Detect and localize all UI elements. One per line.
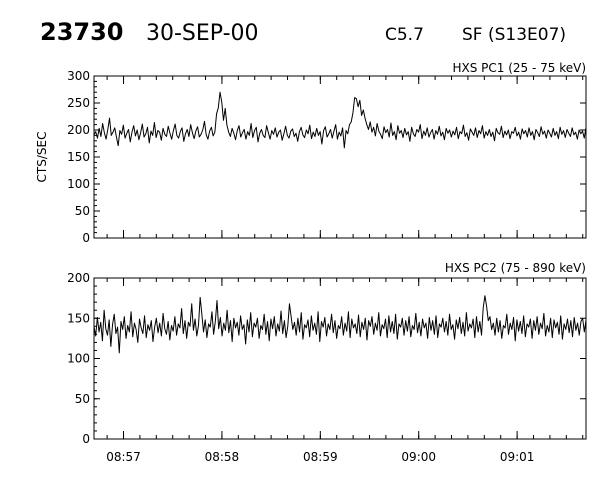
y-tick-label: 50	[75, 204, 90, 218]
panel-pc1-title: HXS PC1 (25 - 75 keV)	[452, 61, 586, 75]
panel-pc2-title: HXS PC2 (75 - 890 keV)	[445, 261, 586, 275]
panel-pc1-frame	[93, 75, 587, 239]
y-tick-label: 0	[82, 432, 90, 446]
y-tick-label: 50	[75, 392, 90, 406]
panel-pc2-y-ticks: 0 50 100 150 200	[67, 271, 586, 446]
flare-id: 23730	[40, 18, 124, 46]
panel-pc2: HXS PC2 (75 - 890 keV) 0 50 100 150 200	[67, 261, 587, 446]
y-tick-label: 150	[67, 150, 90, 164]
pc2-series-line	[93, 295, 587, 354]
panel-pc2-frame	[93, 277, 587, 440]
y-tick-label: 0	[82, 231, 90, 245]
panel-pc2-x-ticks	[106, 278, 584, 439]
observation-date: 30-SEP-00	[146, 21, 259, 46]
y-tick-label: 150	[67, 311, 90, 325]
y-tick-label: 300	[67, 69, 90, 83]
flare-location: SF (S13E07)	[462, 25, 566, 45]
panel-pc1: HXS PC1 (25 - 75 keV) CTS/SEC 0 50 100 150 2…	[35, 61, 587, 245]
x-tick-label: 08:58	[205, 450, 240, 464]
panel-pc1-y-ticks: 0 50 100 150 200 250 300	[67, 69, 586, 245]
y-axis-label: CTS/SEC	[35, 132, 49, 183]
y-tick-label: 250	[67, 96, 90, 110]
goes-class: C5.7	[385, 25, 424, 45]
panel-pc1-x-ticks	[106, 76, 584, 238]
x-tick-label: 09:01	[500, 450, 535, 464]
x-tick-label: 08:57	[106, 450, 141, 464]
x-tick-label: 08:59	[303, 450, 338, 464]
y-tick-label: 100	[67, 352, 90, 366]
y-tick-label: 200	[67, 123, 90, 137]
pc1-series-line	[93, 91, 587, 149]
x-tick-label: 09:00	[401, 450, 436, 464]
x-axis-tick-labels: 08:57 08:58 08:59 09:00 09:01	[106, 450, 534, 464]
y-tick-label: 200	[67, 271, 90, 285]
y-tick-label: 100	[67, 177, 90, 191]
